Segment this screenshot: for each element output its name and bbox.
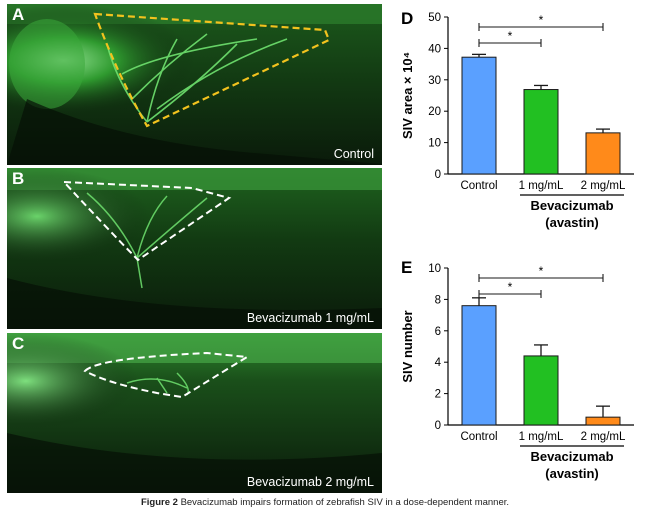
micrograph-image-b (7, 168, 382, 329)
chart-e-category-label-2: 2 mg/mL (581, 431, 626, 443)
panel-letter-a: A (12, 5, 25, 24)
chart-d-significance-mark-1: * (539, 13, 544, 27)
micrograph-panel-b: B Bevacizumab 1 mg/mL (7, 168, 382, 329)
chart-d-bar-2 (585, 132, 621, 175)
panel-label-a: Control (333, 147, 374, 161)
chart-e-y-tick-label: 10 (428, 263, 441, 275)
chart-d-panel-letter: D (401, 9, 413, 28)
panel-label-c: Bevacizumab 2 mg/mL (246, 475, 374, 489)
chart-e-bar-0 (461, 305, 497, 426)
micrograph-panel-a: A Control (7, 4, 382, 165)
micrograph-image-c (7, 333, 382, 493)
chart-d-svg: D 0 10 20 30 40 50 SIV area × 10⁴ Control 1 mg/m… (400, 9, 634, 230)
chart-e-svg: E 0 2 4 6 8 10 SIV number Control 1 mg/mL 2 mg/mL… (400, 258, 634, 481)
figure-caption: Figure 2 Bevacizumab impairs formation o… (0, 497, 650, 508)
micrograph-image-a (7, 4, 382, 165)
chart-d-y-tick-label: 20 (428, 106, 441, 118)
chart-e-y-tick-label: 6 (435, 326, 441, 338)
chart-e-group-sublabel: (avastin) (545, 466, 598, 481)
chart-d-y-tick-label: 40 (428, 43, 441, 55)
chart-d-y-axis-title: SIV area × 10⁴ (400, 52, 415, 139)
caption-prefix: Figure 2 (140, 497, 178, 508)
chart-e-y-tick-label: 4 (435, 357, 442, 369)
chart-d-category-label-2: 2 mg/mL (581, 180, 626, 192)
chart-e-category-label-0: Control (460, 431, 497, 443)
chart-e-category-label-1: 1 mg/mL (519, 431, 564, 443)
chart-e-y-tick-label: 2 (435, 389, 441, 401)
micrograph-panel-c: C Bevacizumab 2 mg/mL (7, 333, 382, 493)
siv-outline-b (61, 180, 232, 262)
chart-d-y-tick-label: 0 (435, 169, 441, 181)
chart-e-bar-1 (523, 355, 559, 426)
chart-d-category-label-0: Control (460, 180, 497, 192)
chart-e-significance-mark-0: * (508, 280, 513, 294)
chart-d-bar-1 (523, 89, 559, 175)
chart-panel-e: E 0 2 4 6 8 10 SIV number Control 1 mg/mL 2 mg/mL… (398, 256, 644, 496)
chart-d-group-label: Bevacizumab (530, 198, 613, 213)
chart-d-bar-0 (461, 56, 497, 175)
chart-d-significance-mark-0: * (508, 29, 513, 43)
chart-d-y-tick-label: 10 (428, 138, 441, 150)
chart-e-significance-mark-1: * (539, 264, 544, 278)
chart-d-group-sublabel: (avastin) (545, 215, 598, 230)
siv-outline-c (83, 351, 251, 399)
chart-e-y-tick-label: 8 (435, 294, 441, 306)
panel-letter-c: C (12, 334, 25, 353)
chart-e-group-label: Bevacizumab (530, 449, 613, 464)
chart-e-panel-letter: E (401, 258, 412, 277)
chart-d-y-tick-label: 30 (428, 75, 441, 87)
chart-panel-d: D 0 10 20 30 40 50 SIV area × 10⁴ Control 1 mg/m… (398, 2, 644, 242)
chart-e-bar-2 (585, 416, 621, 426)
chart-d-category-label-1: 1 mg/mL (519, 180, 564, 192)
panel-label-b: Bevacizumab 1 mg/mL (246, 311, 374, 325)
chart-d-y-tick-label: 50 (428, 12, 441, 24)
siv-outline-a (93, 12, 331, 128)
panel-letter-b: B (12, 169, 25, 188)
chart-e-y-axis-title: SIV number (400, 310, 415, 382)
caption-text: Bevacizumab impairs formation of zebrafi… (180, 497, 510, 508)
chart-e-y-tick-label: 0 (435, 420, 441, 432)
